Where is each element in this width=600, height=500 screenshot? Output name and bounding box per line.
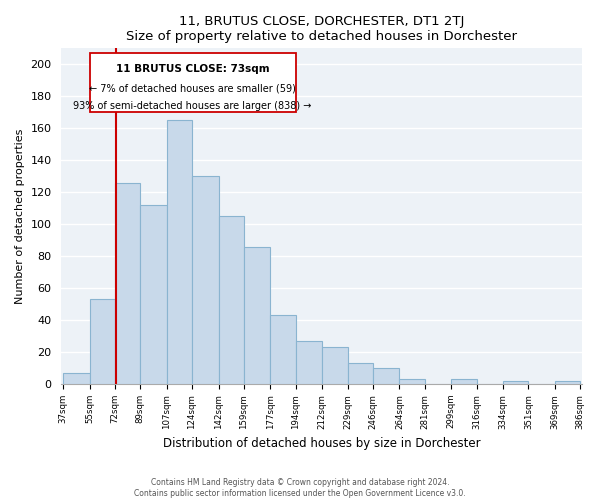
Bar <box>244 246 271 384</box>
Bar <box>296 341 322 384</box>
Bar <box>63 373 89 384</box>
Bar <box>373 368 400 384</box>
Bar <box>503 381 529 384</box>
Text: 11 BRUTUS CLOSE: 73sqm: 11 BRUTUS CLOSE: 73sqm <box>116 64 269 74</box>
Bar <box>167 120 192 384</box>
Bar <box>140 205 167 384</box>
Bar <box>555 381 580 384</box>
Bar <box>400 380 425 384</box>
X-axis label: Distribution of detached houses by size in Dorchester: Distribution of detached houses by size … <box>163 437 481 450</box>
Bar <box>451 380 476 384</box>
Bar <box>89 300 115 384</box>
Bar <box>218 216 244 384</box>
Bar <box>347 364 373 384</box>
Text: ← 7% of detached houses are smaller (59): ← 7% of detached houses are smaller (59) <box>89 84 296 94</box>
Title: 11, BRUTUS CLOSE, DORCHESTER, DT1 2TJ
Size of property relative to detached hous: 11, BRUTUS CLOSE, DORCHESTER, DT1 2TJ Si… <box>126 15 517 43</box>
Bar <box>192 176 218 384</box>
Bar <box>271 316 296 384</box>
Y-axis label: Number of detached properties: Number of detached properties <box>15 128 25 304</box>
Text: 93% of semi-detached houses are larger (838) →: 93% of semi-detached houses are larger (… <box>73 101 312 111</box>
Bar <box>115 182 140 384</box>
Bar <box>322 348 347 384</box>
Text: Contains HM Land Registry data © Crown copyright and database right 2024.
Contai: Contains HM Land Registry data © Crown c… <box>134 478 466 498</box>
FancyBboxPatch shape <box>89 53 296 112</box>
